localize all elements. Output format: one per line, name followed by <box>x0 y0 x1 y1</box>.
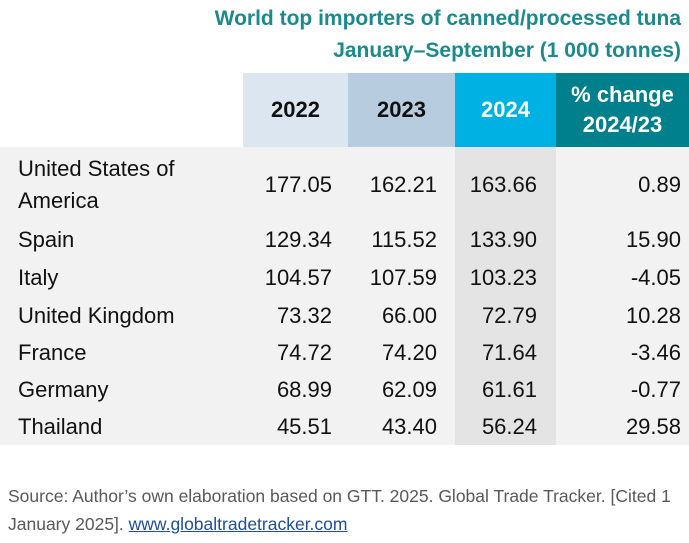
value-cell: 43.40 <box>381 414 437 439</box>
value-cell: 74.20 <box>381 340 437 365</box>
source-link[interactable]: www.globaltradetracker.com <box>128 514 348 534</box>
country-label: United Kingdom <box>18 303 175 328</box>
country-label: Germany <box>18 377 109 402</box>
value-cell: -0.77 <box>630 377 681 402</box>
country-label: Spain <box>18 227 75 252</box>
value-cell: 62.09 <box>381 377 437 402</box>
country-label: France <box>18 340 87 365</box>
value-cell: 0.89 <box>638 172 681 197</box>
value-cell: 103.23 <box>469 265 537 290</box>
value-cell: 15.90 <box>625 227 681 252</box>
column-2023 <box>348 147 455 445</box>
country-label: Thailand <box>18 414 103 439</box>
source-note: Source: Author’s own elaboration based o… <box>8 482 688 538</box>
value-cell: -3.46 <box>630 340 681 365</box>
value-cell: 115.52 <box>371 227 437 252</box>
value-cell: 107.59 <box>369 265 437 290</box>
chart-title: World top importers of canned/processed … <box>214 7 681 30</box>
source-text: Source: Author’s own elaboration based o… <box>8 486 671 534</box>
country-label-line2: America <box>18 188 99 213</box>
column-2024 <box>455 147 556 445</box>
value-cell: 73.32 <box>276 303 332 328</box>
column-header-pct-change-line1: % change <box>571 82 674 107</box>
column-header-pct-change: % change 2024/23 <box>556 73 689 147</box>
value-cell: 163.66 <box>469 172 537 197</box>
country-label: United States of <box>18 156 175 181</box>
value-cell: 104.57 <box>264 265 332 290</box>
column-pct-change <box>556 147 689 445</box>
value-cell: 66.00 <box>381 303 437 328</box>
value-cell: 133.90 <box>469 227 537 252</box>
country-label: Italy <box>18 265 59 290</box>
value-cell: 68.99 <box>276 377 332 402</box>
value-cell: 29.58 <box>625 414 681 439</box>
value-cell: -4.05 <box>630 265 681 290</box>
value-cell: 129.34 <box>264 227 332 252</box>
column-header-2023: 2023 <box>348 73 455 147</box>
column-header-2024: 2024 <box>455 73 556 147</box>
value-cell: 74.72 <box>276 340 332 365</box>
value-cell: 45.51 <box>276 414 332 439</box>
column-header-2022: 2022 <box>243 73 348 147</box>
value-cell: 177.05 <box>264 172 332 197</box>
chart-subtitle: January–September (1 000 tonnes) <box>333 39 681 62</box>
value-cell: 61.61 <box>481 377 537 402</box>
value-cell: 10.28 <box>625 303 681 328</box>
value-cell: 71.64 <box>481 340 537 365</box>
value-cell: 56.24 <box>481 414 537 439</box>
column-2022 <box>243 147 348 445</box>
value-cell: 72.79 <box>481 303 537 328</box>
column-header-pct-change-line2: 2024/23 <box>582 112 663 137</box>
value-cell: 162.21 <box>369 172 437 197</box>
country-column <box>0 147 243 445</box>
